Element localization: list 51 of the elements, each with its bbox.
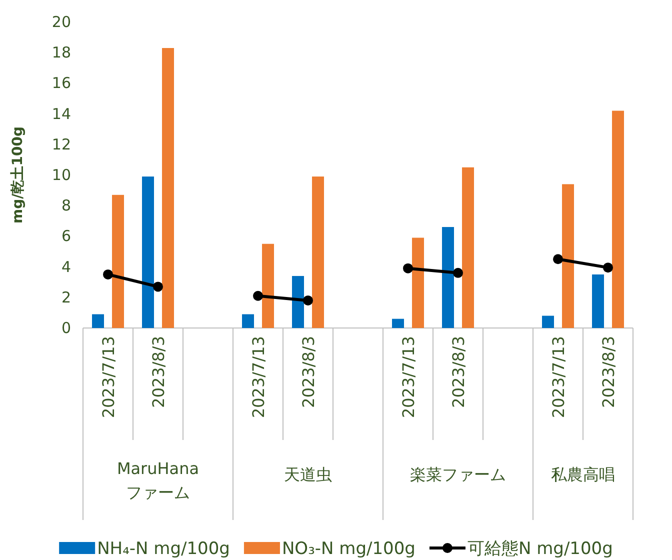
text: 私農高唱 bbox=[551, 465, 615, 484]
point bbox=[103, 269, 113, 280]
x-tick-label: 2023/8/3 bbox=[599, 336, 618, 408]
bar bbox=[542, 316, 554, 328]
legend-label: NO₃-N mg/100g bbox=[282, 539, 416, 559]
bar bbox=[592, 274, 604, 328]
bar bbox=[562, 184, 574, 328]
point bbox=[303, 295, 313, 306]
y-tick-label: 4 bbox=[61, 258, 71, 276]
bar bbox=[612, 110, 624, 328]
y-tick-label: 0 bbox=[61, 319, 71, 337]
bar bbox=[412, 238, 424, 328]
bar bbox=[392, 318, 404, 328]
y-tick-label: 8 bbox=[61, 196, 71, 215]
y-axis-title: mg/乾土100g bbox=[10, 126, 26, 224]
bar bbox=[142, 176, 154, 328]
x-tick-label: 2023/7/13 bbox=[99, 336, 118, 418]
y-tick-label: 2 bbox=[61, 288, 71, 306]
text: MaruHana ファーム bbox=[116, 459, 200, 502]
bar bbox=[262, 244, 274, 328]
bar bbox=[92, 314, 104, 328]
legend-label: 可給態N mg/100g bbox=[467, 539, 613, 559]
bar bbox=[292, 276, 304, 328]
y-tick-label: 10 bbox=[52, 166, 71, 184]
y-tick-label: 14 bbox=[52, 104, 71, 123]
point bbox=[253, 290, 263, 301]
point bbox=[153, 282, 163, 292]
y-tick-label: 18 bbox=[52, 44, 71, 62]
bar bbox=[462, 167, 474, 328]
x-tick-label: 2023/8/3 bbox=[149, 336, 168, 408]
y-tick-label: 16 bbox=[52, 74, 71, 92]
bar bbox=[442, 227, 454, 328]
x-tick-label: 2023/8/3 bbox=[449, 336, 468, 408]
y-tick-label: 12 bbox=[52, 135, 71, 154]
bar bbox=[242, 314, 254, 328]
legend-label: NH₄-N mg/100g bbox=[97, 539, 230, 559]
point bbox=[403, 263, 413, 274]
bar bbox=[162, 48, 174, 328]
text: 天道虫 bbox=[284, 465, 332, 484]
bar bbox=[312, 176, 324, 328]
point bbox=[453, 268, 463, 278]
text: 楽菜ファーム bbox=[410, 465, 506, 484]
point bbox=[603, 262, 613, 273]
x-tick-label: 2023/7/13 bbox=[549, 336, 568, 418]
point bbox=[553, 254, 563, 264]
bar bbox=[112, 194, 124, 328]
x-tick-label: 2023/7/13 bbox=[399, 336, 418, 418]
x-tick-label: 2023/8/3 bbox=[299, 336, 318, 408]
x-tick-label: 2023/7/13 bbox=[249, 336, 268, 418]
y-tick-label: 20 bbox=[52, 13, 71, 31]
y-tick-label: 6 bbox=[61, 227, 71, 246]
